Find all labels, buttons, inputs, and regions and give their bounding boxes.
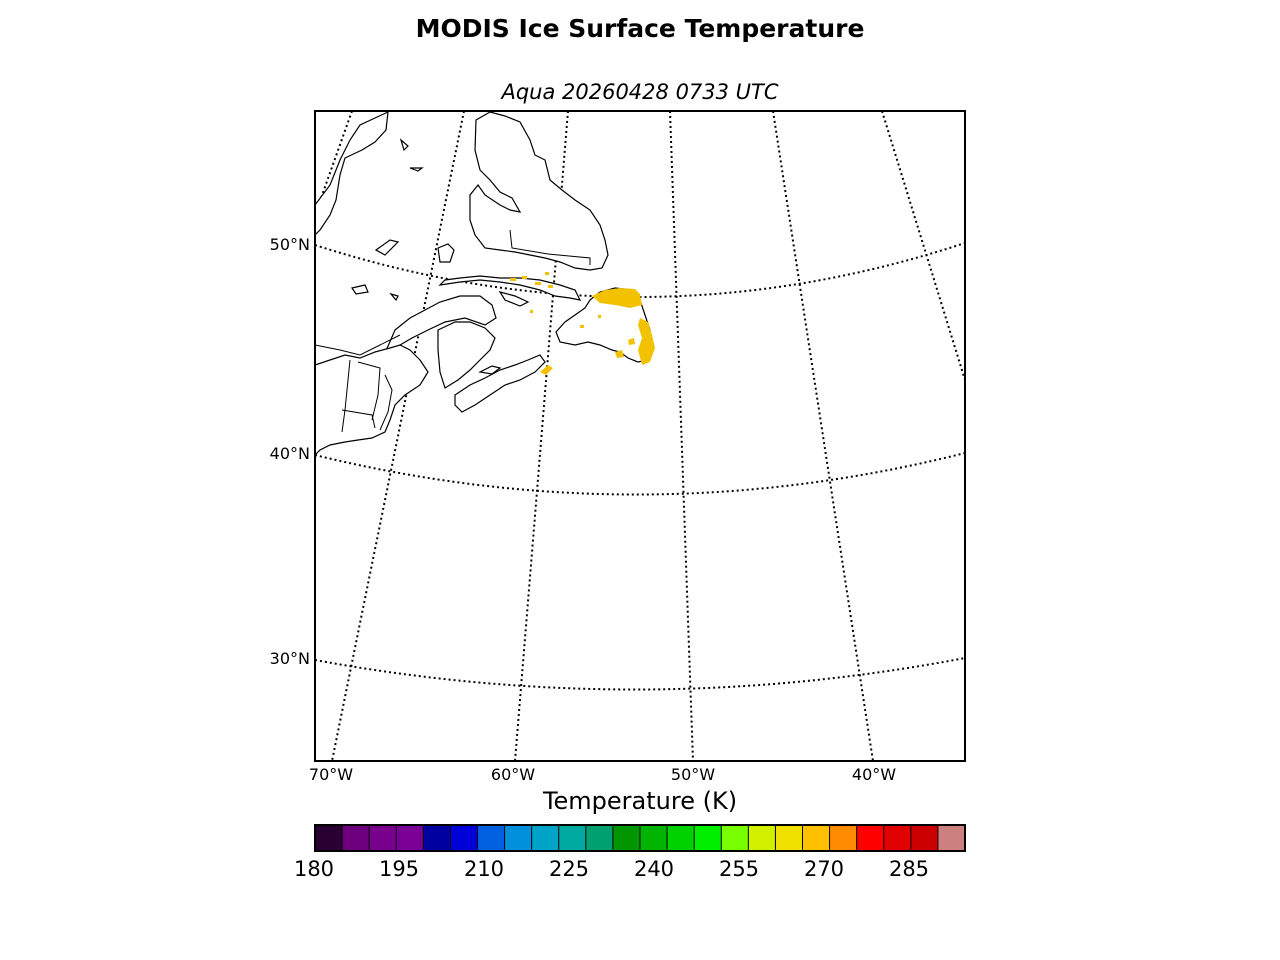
colorbar-swatch [829,825,858,851]
colorbar-swatch [315,825,343,851]
colorbar [315,825,966,851]
lat-label-50n: 50°N [269,235,310,254]
labrador-coast [469,111,609,271]
lake-island-3 [351,284,369,295]
ice-speck-3 [535,282,541,285]
colorbar-swatch [856,825,885,851]
colorbar-swatch [775,825,803,851]
lake-island-2 [374,239,400,256]
ice-speck-1 [510,278,516,281]
meridian-30w [881,111,965,381]
map-frame [314,110,966,762]
colorbar-tick: 180 [293,857,335,881]
ice-patch-newfoundland-north [592,288,642,308]
colorbar-swatch [450,825,478,851]
colorbar-swatch [342,825,370,851]
labrador-quebec-border [509,229,591,265]
anticosti [498,291,530,307]
colorbar-swatch [585,825,614,851]
colorbar-swatch [937,825,966,851]
ice-patch-small-1 [615,350,624,358]
quebec-coast [315,111,389,236]
colorbar-swatch [504,825,533,851]
colorbar-swatch [883,825,912,851]
map-title: MODIS Ice Surface Temperature [415,14,865,43]
colorbar-tick: 255 [718,857,760,881]
meridian-70w [331,111,465,761]
lon-label-70w: 70°W [308,765,354,784]
colorbar-swatch [612,825,641,851]
lat-label-30n: 30°N [269,649,310,668]
lon-label-50w: 50°W [670,765,716,784]
colorbar-tick: 225 [548,857,590,881]
us-northeast [315,344,429,456]
lake-island-4 [389,292,399,302]
lon-label-40w: 40°W [851,765,897,784]
political-borders [315,229,591,433]
parallel-50n [315,242,965,298]
map-subtitle: Aqua 20260428 0733 UTC [501,80,779,104]
colorbar-frame [314,824,966,852]
colorbar-tick: 285 [888,857,930,881]
colorbar-tick: 210 [463,857,505,881]
colorbar-swatch [423,825,451,851]
coastlines [315,111,653,456]
colorbar-swatch [369,825,397,851]
parallel-40n [315,452,965,496]
parallel-30n [315,657,965,691]
lake-island-5 [437,243,455,263]
colorbar-swatch [640,825,668,851]
ice-speck-6 [530,310,533,313]
us-state-line-3 [341,409,376,429]
colorbar-swatch [531,825,560,851]
colorbar-swatch [910,825,939,851]
quebec-us-border [315,334,401,356]
colorbar-swatch [748,825,776,851]
lat-label-40n: 40°N [269,444,310,463]
james-bay-islands [399,138,409,152]
ice-speck-2 [522,276,527,279]
ice-pixels [510,272,655,375]
graticule-meridians [315,111,965,761]
colorbar-swatch [396,825,424,851]
ice-speck-7 [598,315,601,318]
ice-speck-5 [548,285,553,288]
ice-speck-8 [580,325,584,328]
ice-patch-small-2 [628,338,635,345]
ice-patch-nova-scotia [540,365,553,375]
pei [478,365,502,375]
new-brunswick [437,321,496,389]
colorbar-swatch [667,825,695,851]
lake-island-1 [409,167,424,172]
us-state-line-4 [379,374,393,431]
ice-patch-newfoundland-east [638,318,655,365]
meridian-40w [772,111,874,761]
colorbar-tick: 270 [803,857,845,881]
colorbar-tick: 195 [378,857,420,881]
colorbar-label: Temperature (K) [542,787,738,815]
colorbar-swatch [558,825,587,851]
colorbar-swatch [721,825,749,851]
colorbar-swatch [694,825,722,851]
ice-speck-4 [545,272,549,275]
gulf-north-shore [438,275,582,301]
lon-label-60w: 60°W [490,765,536,784]
us-state-line-2 [357,361,381,421]
meridian-50w [669,111,694,761]
meridian-60w [514,111,569,761]
colorbar-swatch [802,825,831,851]
colorbar-swatch [477,825,506,851]
colorbar-tick: 240 [633,857,675,881]
